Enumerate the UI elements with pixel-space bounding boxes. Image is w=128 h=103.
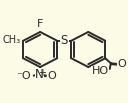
Text: O: O: [117, 59, 126, 69]
Text: CH₃: CH₃: [3, 35, 21, 45]
Text: F: F: [37, 19, 43, 29]
Text: N: N: [35, 68, 44, 81]
Text: S: S: [61, 34, 68, 47]
Text: HO: HO: [92, 66, 109, 76]
Text: +: +: [38, 68, 46, 78]
Text: O: O: [48, 71, 56, 81]
Text: ⁻O: ⁻O: [16, 71, 31, 81]
